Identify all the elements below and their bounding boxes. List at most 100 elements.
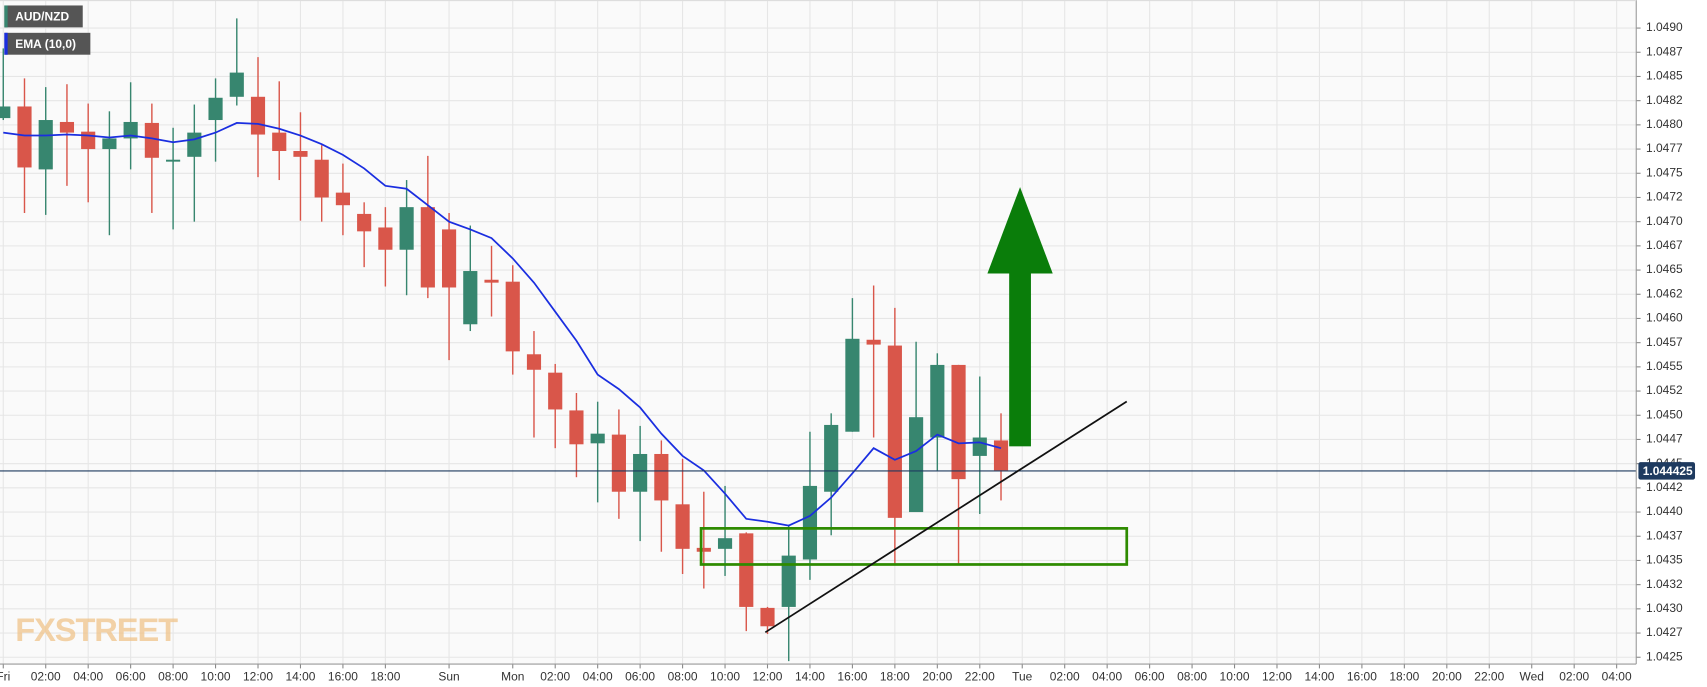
candle-body <box>17 106 32 168</box>
y-tick-label: 1.0457 <box>1646 335 1683 349</box>
candle-body <box>845 338 860 432</box>
x-tick-label: 08:00 <box>158 669 188 683</box>
last-price-box <box>1638 462 1696 480</box>
candle-body <box>314 159 329 198</box>
candle-body <box>166 159 181 162</box>
x-tick-label: 10:00 <box>710 669 740 683</box>
legend-box <box>4 5 83 28</box>
y-tick-label: 1.0427 <box>1646 625 1683 639</box>
candle-body <box>441 229 457 288</box>
candle-body <box>972 437 987 456</box>
x-tick-label: 08:00 <box>668 669 698 683</box>
candle-body <box>866 339 881 345</box>
x-tick-label: 10:00 <box>1220 669 1250 683</box>
y-tick-label: 1.0425 <box>1646 649 1683 663</box>
candle-body <box>611 434 626 492</box>
ema-line <box>3 122 1002 527</box>
x-tick-label: 06:00 <box>625 669 655 683</box>
y-tick-label: 1.0487 <box>1646 44 1683 58</box>
x-tick-label: 02:00 <box>1050 669 1080 683</box>
y-tick-label: 1.0432 <box>1646 577 1683 591</box>
candle-body <box>930 364 945 438</box>
x-tick-label: Sun <box>438 669 459 683</box>
y-tick-label: 1.0472 <box>1646 190 1683 204</box>
candle-body <box>654 453 669 501</box>
candle-body <box>0 106 11 119</box>
y-tick-label: 1.0465 <box>1646 262 1683 276</box>
y-tick-label: 1.0460 <box>1646 311 1683 325</box>
y-tick-label: 1.0452 <box>1646 383 1683 397</box>
candle-body <box>675 504 690 549</box>
y-tick-label: 1.0437 <box>1646 528 1683 542</box>
candle-body <box>463 271 478 325</box>
y-tick-label: 1.0435 <box>1646 553 1683 567</box>
arrow-shaft <box>1009 272 1031 447</box>
candle-body <box>526 354 542 370</box>
legend-label: AUD/NZD <box>15 10 69 24</box>
x-tick-label: Fri <box>0 669 10 683</box>
trend-line <box>764 400 1128 634</box>
candle-body <box>633 453 648 492</box>
x-tick-label: 14:00 <box>1304 669 1334 683</box>
x-tick-label: 10:00 <box>201 669 231 683</box>
x-tick-label: 08:00 <box>1177 669 1207 683</box>
candle-body <box>569 410 584 445</box>
candle-body <box>378 227 393 250</box>
candle-body <box>993 440 1009 471</box>
x-tick-label: 18:00 <box>880 669 910 683</box>
candle-body <box>335 192 351 206</box>
y-tick-label: 1.0462 <box>1646 286 1683 300</box>
y-tick-label: 1.0450 <box>1646 407 1683 421</box>
legend-box <box>4 32 91 55</box>
y-tick-label: 1.0470 <box>1646 214 1683 228</box>
candle-body <box>548 372 563 410</box>
x-tick-label: Wed <box>1520 669 1544 683</box>
x-tick-label: 20:00 <box>1432 669 1462 683</box>
grid <box>0 0 1637 665</box>
support-zone <box>699 527 1129 566</box>
y-tick-label: 1.0447 <box>1646 432 1683 446</box>
candle-body <box>590 433 605 444</box>
candle-body <box>357 213 372 232</box>
candle-body <box>187 132 202 157</box>
candle-body <box>38 120 53 170</box>
x-tick-label: 16:00 <box>1347 669 1377 683</box>
x-tick-label: 02:00 <box>1559 669 1589 683</box>
candle-body <box>123 121 138 139</box>
x-tick-label: 12:00 <box>1262 669 1292 683</box>
marks <box>0 18 1637 662</box>
x-tick-label: 12:00 <box>753 669 783 683</box>
legend-swatch <box>4 32 8 55</box>
candle-body <box>229 72 244 97</box>
candle-body <box>802 485 818 560</box>
x-tick-label: 04:00 <box>583 669 613 683</box>
candle-body <box>739 533 754 607</box>
y-tick-label: 1.0442 <box>1646 480 1683 494</box>
x-tick-label: 04:00 <box>1602 669 1632 683</box>
candle-body <box>951 364 966 480</box>
candle-body <box>824 424 839 492</box>
x-tick-label: 18:00 <box>370 669 400 683</box>
y-tick-label: 1.0440 <box>1646 504 1683 518</box>
y-tick-label: 1.0490 <box>1646 20 1683 34</box>
candle-body <box>399 207 414 250</box>
last-price-label: 1.044425 <box>1643 464 1693 478</box>
candle-body <box>909 417 924 513</box>
y-tick-label: 1.0430 <box>1646 601 1683 615</box>
candle-body <box>102 138 117 150</box>
x-tick-label: 06:00 <box>1135 669 1165 683</box>
y-tick-label: 1.0477 <box>1646 141 1683 155</box>
x-tick-label: 16:00 <box>328 669 358 683</box>
candle-body <box>81 131 96 150</box>
x-tick-label: 04:00 <box>1092 669 1122 683</box>
y-tick-label: 1.0480 <box>1646 117 1683 131</box>
x-tick-label: 04:00 <box>73 669 103 683</box>
x-tick-label: 14:00 <box>795 669 825 683</box>
candle-body <box>208 97 223 121</box>
plot-background <box>0 0 1636 664</box>
y-tick-label: 1.0467 <box>1646 238 1683 252</box>
candle-body <box>781 555 796 607</box>
